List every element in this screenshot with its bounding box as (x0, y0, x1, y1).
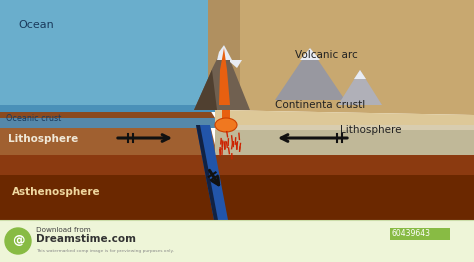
Text: Ocean: Ocean (18, 20, 54, 30)
Polygon shape (215, 0, 474, 115)
Text: Dreamstime.com: Dreamstime.com (36, 234, 136, 244)
Text: Download from: Download from (36, 227, 91, 233)
Polygon shape (194, 45, 250, 110)
Text: Lithosphere: Lithosphere (340, 125, 401, 135)
Polygon shape (338, 70, 382, 105)
Text: Asthenosphere: Asthenosphere (12, 187, 100, 197)
Polygon shape (0, 110, 215, 128)
Polygon shape (222, 110, 230, 125)
Polygon shape (300, 48, 320, 60)
Ellipse shape (215, 118, 237, 132)
Text: Oceanic crust: Oceanic crust (6, 114, 61, 123)
Polygon shape (0, 155, 474, 175)
Polygon shape (0, 175, 474, 220)
Circle shape (5, 228, 31, 254)
Text: This watermarked comp image is for previewing purposes only.: This watermarked comp image is for previ… (36, 249, 174, 253)
Polygon shape (354, 70, 366, 79)
Polygon shape (215, 110, 474, 125)
Polygon shape (215, 115, 474, 130)
Text: @: @ (12, 234, 24, 248)
Polygon shape (215, 125, 474, 155)
Bar (0, 220, 474, 262)
Bar (390, 228, 450, 240)
Polygon shape (0, 0, 215, 110)
Polygon shape (0, 125, 215, 155)
Polygon shape (196, 125, 228, 220)
Polygon shape (219, 48, 230, 105)
Polygon shape (196, 125, 218, 220)
Polygon shape (194, 65, 217, 110)
Polygon shape (0, 118, 215, 128)
Text: 60439643: 60439643 (392, 229, 431, 238)
Polygon shape (230, 60, 242, 68)
Polygon shape (217, 45, 232, 60)
Polygon shape (0, 105, 215, 112)
Text: Lithosphere: Lithosphere (8, 134, 78, 144)
Polygon shape (208, 0, 240, 110)
Text: Volcanic arc: Volcanic arc (295, 50, 358, 60)
Text: Continenta crustl: Continenta crustl (275, 100, 365, 110)
Polygon shape (275, 48, 345, 100)
